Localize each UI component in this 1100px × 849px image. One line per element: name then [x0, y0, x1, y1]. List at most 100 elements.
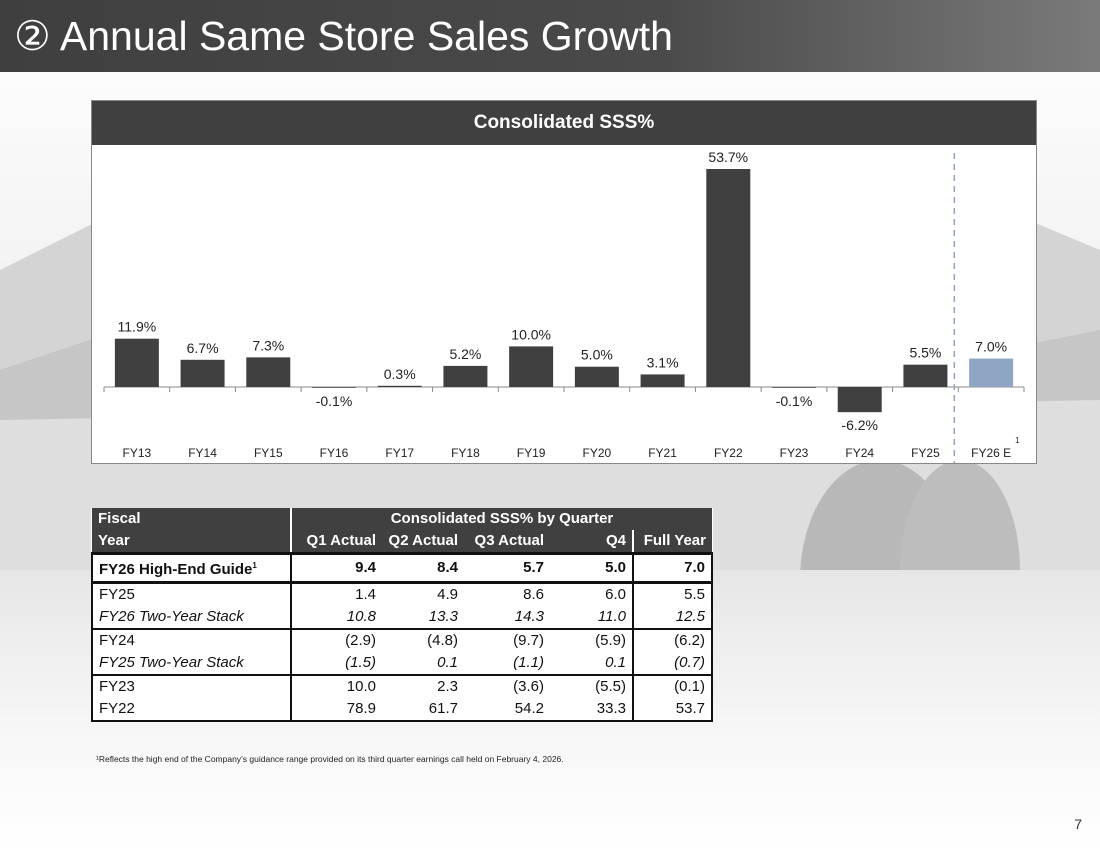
cell: 5.5: [632, 581, 713, 606]
data-label: 5.0%: [581, 347, 613, 363]
cell: 10.0: [290, 674, 382, 698]
bar-fy19: [509, 346, 554, 387]
cell: (4.8): [382, 628, 464, 652]
quarterly-table: Fiscal Consolidated SSS% by Quarter Year…: [91, 508, 713, 722]
bar-fy21: [640, 374, 685, 387]
cell: (0.7): [632, 652, 713, 675]
data-label: 53.7%: [708, 149, 748, 165]
col-q4: Q4: [550, 530, 633, 554]
header-group: Consolidated SSS% by Quarter: [290, 508, 712, 530]
data-label: 7.3%: [252, 337, 284, 353]
data-label: 5.2%: [449, 346, 481, 362]
sss-chart: Consolidated SSS% 11.9% FY13 6.7% FY14 7.3% F…: [91, 100, 1037, 464]
guide-label: FY26 High-End Guide: [99, 561, 253, 578]
title-bar: ② Annual Same Store Sales Growth: [0, 0, 1100, 72]
x-tick-label: FY18: [451, 446, 480, 460]
table-row: FY25 1.4 4.9 8.6 6.0 5.5: [91, 581, 713, 606]
footnote-marker: 1: [252, 561, 257, 570]
cell: 7.0: [632, 552, 713, 584]
table-column-row: Year Q1 Actual Q2 Actual Q3 Actual Q4 Fu…: [92, 530, 712, 554]
data-label: -0.1%: [776, 393, 813, 409]
cell: 5.7: [464, 552, 550, 584]
estimate-footnote-marker: 1: [1015, 436, 1020, 445]
row-label: FY25 Two-Year Stack: [91, 652, 291, 675]
data-label: 10.0%: [511, 326, 551, 342]
col-q3: Q3 Actual: [464, 530, 550, 554]
cell: (6.2): [632, 628, 713, 652]
table-row: FY26 Two-Year Stack 10.8 13.3 14.3 11.0 …: [91, 606, 713, 629]
col-q2: Q2 Actual: [382, 530, 464, 554]
bar-fy13: [114, 338, 159, 387]
data-label: 3.1%: [647, 354, 679, 370]
bar-fy25: [903, 364, 948, 387]
cell: 33.3: [550, 698, 633, 722]
table-row-guide: FY26 High-End Guide1 9.4 8.4 5.7 5.0 7.0: [91, 552, 713, 584]
bar-fy15: [246, 357, 291, 387]
data-label: 7.0%: [975, 339, 1007, 355]
cell: (5.9): [550, 628, 633, 652]
table-row: FY24 (2.9) (4.8) (9.7) (5.9) (6.2): [91, 628, 713, 652]
cell: 53.7: [632, 698, 713, 722]
x-tick-label: FY13: [123, 446, 152, 460]
page-number: 7: [1074, 816, 1082, 832]
table-header-row: Fiscal Consolidated SSS% by Quarter: [92, 508, 712, 530]
slide-title: ② Annual Same Store Sales Growth: [14, 13, 673, 59]
x-tick-label: FY15: [254, 446, 283, 460]
bar-fy26-e: [969, 358, 1014, 387]
bar-fy14: [180, 359, 225, 387]
cell: (9.7): [464, 628, 550, 652]
cell: 13.3: [428, 608, 458, 625]
x-tick-label: FY25: [911, 446, 940, 460]
x-tick-label: FY21: [648, 446, 677, 460]
x-tick-label: FY17: [385, 446, 414, 460]
row-label: FY24: [91, 628, 291, 652]
cell: (1.1): [513, 654, 544, 671]
cell: (1.5): [290, 652, 382, 675]
data-label: 6.7%: [187, 340, 219, 356]
row-label: FY26 High-End Guide1: [91, 552, 291, 584]
row-label: FY22: [91, 698, 291, 722]
cell: 54.2: [464, 698, 550, 722]
cell: 10.8: [290, 606, 382, 629]
cell: 11.0: [597, 608, 626, 625]
cell: 1.4: [290, 581, 382, 606]
cell: (0.1): [632, 674, 713, 698]
cell: (2.9): [290, 628, 382, 652]
table-row: FY25 Two-Year Stack (1.5) 0.1 (1.1) 0.1 …: [91, 652, 713, 675]
cell: 0.1: [437, 654, 458, 671]
x-tick-label: FY16: [320, 446, 349, 460]
data-label: 0.3%: [384, 366, 416, 382]
row-label: FY25: [91, 581, 291, 606]
header-year: Year: [92, 530, 291, 554]
cell: 12.5: [632, 606, 713, 629]
x-tick-label: FY22: [714, 446, 743, 460]
cell: 78.9: [290, 698, 382, 722]
cell: 6.0: [550, 581, 633, 606]
x-tick-label: FY19: [517, 446, 546, 460]
row-label: FY26 Two-Year Stack: [91, 606, 291, 629]
bar-fy16: [312, 387, 356, 388]
cell: 14.3: [514, 608, 544, 625]
bar-fy24: [837, 387, 882, 413]
col-full-year: Full Year: [632, 530, 712, 554]
data-label: 5.5%: [909, 345, 941, 361]
cell: 5.0: [550, 552, 633, 584]
cell: 8.4: [382, 552, 464, 584]
cell: 4.9: [382, 581, 464, 606]
bar-fy17: [377, 385, 422, 387]
cell: (5.5): [550, 674, 633, 698]
data-label: -0.1%: [316, 393, 353, 409]
row-label: FY23: [91, 674, 291, 698]
cell: 61.7: [382, 698, 464, 722]
bar-fy20: [574, 366, 619, 387]
x-tick-label: FY20: [583, 446, 612, 460]
bar-fy18: [443, 365, 488, 387]
cell: 0.1: [605, 654, 626, 671]
header-fiscal: Fiscal: [92, 508, 291, 530]
x-tick-label: FY26 E: [971, 446, 1011, 460]
bar-fy23: [772, 387, 816, 388]
footnote: ¹Reflects the high end of the Company’s …: [96, 754, 564, 764]
col-q1: Q1 Actual: [290, 530, 382, 554]
chart-title: Consolidated SSS%: [92, 101, 1036, 145]
x-tick-label: FY23: [780, 446, 809, 460]
